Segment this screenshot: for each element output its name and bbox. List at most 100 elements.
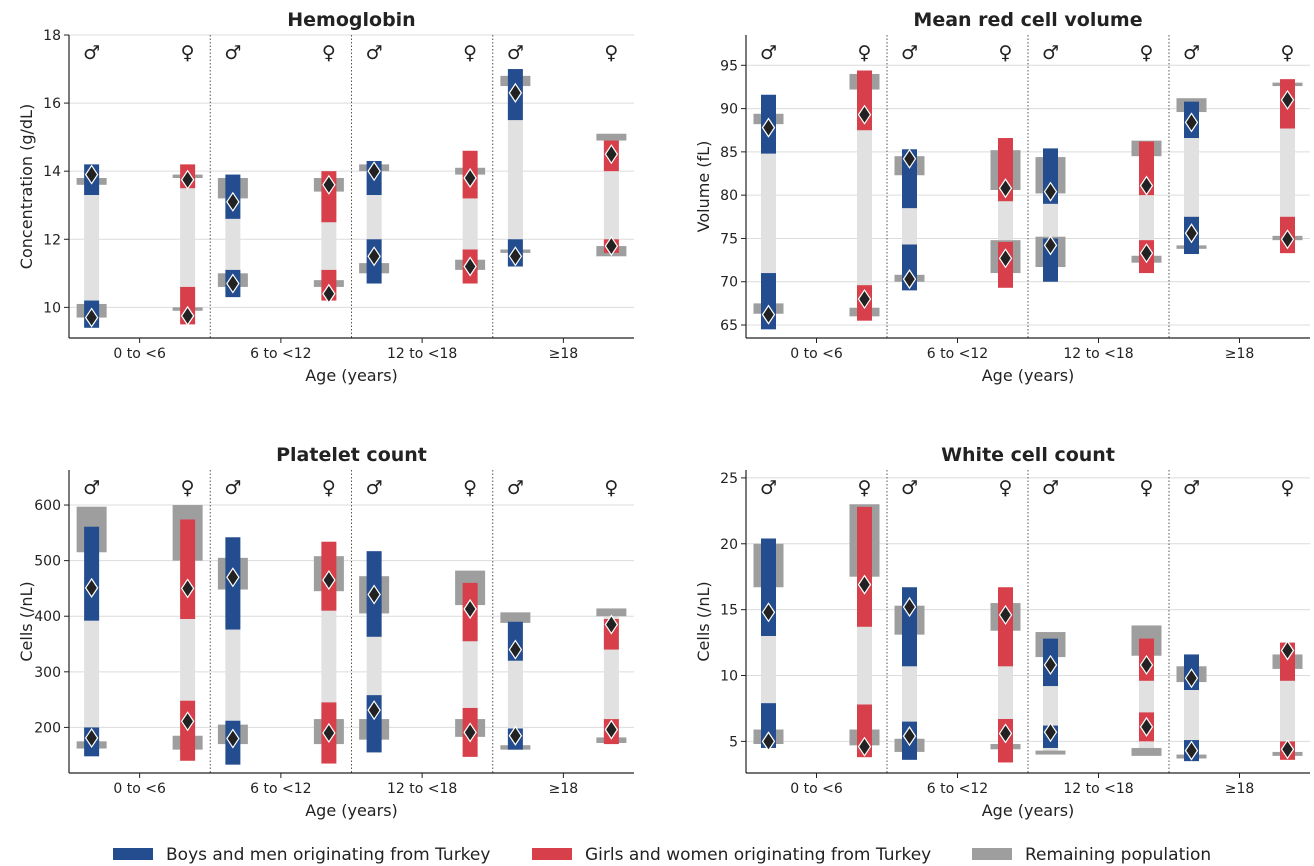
xtick-label-mean-red-cell-volume-3: ≥18 xyxy=(1225,346,1255,362)
sex-symbol-white-cell-count-1-1: ♀ xyxy=(999,477,1013,499)
xtick-label-white-cell-count-0: 0 to <6 xyxy=(790,781,843,797)
xtick-label-platelet-count-0: 0 to <6 xyxy=(113,781,166,797)
xtick-label-mean-red-cell-volume-1: 6 to <12 xyxy=(927,346,988,362)
xlabel-white-cell-count: Age (years) xyxy=(982,801,1075,820)
between-band-white-cell-count-3-0 xyxy=(1184,682,1199,755)
point-lower-platelet-count-2-1 xyxy=(463,722,477,743)
xtick-label-white-cell-count-1: 6 to <12 xyxy=(927,781,988,797)
point-upper-hemoglobin-2-1 xyxy=(463,167,477,189)
point-lower-white-cell-count-2-1 xyxy=(1139,716,1154,737)
ylabel-hemoglobin: Concentration (g/dL) xyxy=(17,104,36,269)
subgroup-range-upper-platelet-count-0-0 xyxy=(84,526,100,621)
point-upper-hemoglobin-1-0 xyxy=(226,191,240,212)
sex-symbol-platelet-count-0-0: ♂ xyxy=(83,477,100,499)
point-lower-hemoglobin-2-0 xyxy=(367,246,381,267)
between-band-mean-red-cell-volume-2-0 xyxy=(1043,193,1058,237)
point-upper-white-cell-count-1-1 xyxy=(998,604,1013,625)
xtick-label-mean-red-cell-volume-2: 12 to <18 xyxy=(1063,346,1133,362)
sex-symbol-platelet-count-0-1: ♀ xyxy=(181,477,195,499)
ytick-label-white-cell-count-0: 5 xyxy=(729,734,738,750)
ytick-label-mean-red-cell-volume-6: 95 xyxy=(720,58,738,74)
between-band-hemoglobin-3-0 xyxy=(507,86,523,250)
xlabel-mean-red-cell-volume: Age (years) xyxy=(982,366,1075,385)
legend-label-population: Remaining population xyxy=(1025,845,1211,865)
point-lower-mean-red-cell-volume-0-0 xyxy=(761,304,776,325)
point-lower-hemoglobin-1-0 xyxy=(226,273,240,294)
population-range-upper-platelet-count-3-1 xyxy=(596,608,627,617)
xtick-label-white-cell-count-2: 12 to <18 xyxy=(1063,781,1133,797)
xtick-label-white-cell-count-3: ≥18 xyxy=(1225,781,1255,797)
xtick-label-mean-red-cell-volume-0: 0 to <6 xyxy=(790,346,843,362)
point-upper-white-cell-count-0-1 xyxy=(857,574,872,595)
between-band-platelet-count-2-0 xyxy=(366,613,382,720)
point-lower-hemoglobin-0-0 xyxy=(84,307,99,328)
legend-item-boys: Boys and men originating from Turkey xyxy=(113,845,490,865)
sex-symbol-mean-red-cell-volume-1-0: ♂ xyxy=(901,42,918,64)
subgroup-range-upper-mean-red-cell-volume-1-0 xyxy=(902,149,917,209)
point-upper-hemoglobin-1-1 xyxy=(322,174,336,195)
title-mean-red-cell-volume: Mean red cell volume xyxy=(913,9,1142,31)
ytick-label-white-cell-count-3: 20 xyxy=(720,537,738,553)
point-lower-platelet-count-0-1 xyxy=(180,711,195,732)
point-lower-hemoglobin-1-1 xyxy=(322,283,336,304)
point-upper-hemoglobin-0-1 xyxy=(180,169,195,190)
point-lower-platelet-count-2-0 xyxy=(367,700,381,721)
ytick-label-hemoglobin-3: 16 xyxy=(43,96,61,112)
ytick-label-mean-red-cell-volume-4: 85 xyxy=(720,145,738,161)
point-upper-platelet-count-1-1 xyxy=(322,569,336,591)
subgroup-range-upper-white-cell-count-0-1 xyxy=(857,506,872,627)
sex-symbol-white-cell-count-3-1: ♀ xyxy=(1281,477,1295,499)
sex-symbol-platelet-count-2-0: ♂ xyxy=(366,477,383,499)
point-lower-mean-red-cell-volume-1-1 xyxy=(998,248,1013,269)
ylabel-mean-red-cell-volume: Volume (fL) xyxy=(694,141,713,233)
sex-symbol-hemoglobin-0-0: ♂ xyxy=(83,42,100,64)
legend-item-population: Remaining population xyxy=(972,845,1211,865)
point-upper-mean-red-cell-volume-2-0 xyxy=(1043,181,1058,202)
ytick-label-mean-red-cell-volume-5: 90 xyxy=(720,102,738,118)
sex-symbol-hemoglobin-3-0: ♂ xyxy=(507,42,524,64)
legend-label-girls: Girls and women originating from Turkey xyxy=(585,845,931,865)
ytick-label-platelet-count-0: 200 xyxy=(34,720,61,736)
legend-swatch-boys xyxy=(113,848,153,860)
legend: Boys and men originating from Turkey Gir… xyxy=(113,845,1211,865)
sex-symbol-hemoglobin-1-0: ♂ xyxy=(224,42,241,64)
xlabel-platelet-count: Age (years) xyxy=(305,801,398,820)
sex-symbol-mean-red-cell-volume-0-0: ♂ xyxy=(760,42,777,64)
point-upper-platelet-count-0-1 xyxy=(180,578,195,599)
sex-symbol-platelet-count-3-0: ♂ xyxy=(507,477,524,499)
point-upper-mean-red-cell-volume-3-1 xyxy=(1280,89,1295,111)
point-lower-white-cell-count-1-0 xyxy=(902,726,917,747)
xtick-label-hemoglobin-1: 6 to <12 xyxy=(250,346,311,362)
sex-symbol-white-cell-count-0-0: ♂ xyxy=(760,477,777,499)
ytick-label-hemoglobin-2: 14 xyxy=(43,164,61,180)
sex-symbol-mean-red-cell-volume-1-1: ♀ xyxy=(999,42,1013,64)
sex-symbol-white-cell-count-2-0: ♂ xyxy=(1042,477,1059,499)
point-upper-hemoglobin-2-0 xyxy=(367,161,381,182)
point-upper-platelet-count-2-0 xyxy=(367,584,381,605)
ytick-label-white-cell-count-1: 10 xyxy=(720,669,738,685)
population-range-upper-hemoglobin-3-1 xyxy=(596,133,627,141)
point-upper-platelet-count-3-0 xyxy=(508,639,523,660)
between-band-mean-red-cell-volume-3-0 xyxy=(1184,112,1199,246)
point-upper-white-cell-count-3-1 xyxy=(1280,640,1295,661)
ytick-label-mean-red-cell-volume-1: 70 xyxy=(720,275,738,291)
sex-symbol-platelet-count-2-1: ♀ xyxy=(463,477,477,499)
chart-hemoglobin: ♂ ♀ 0 to <6 ♂ ♀ 6 to <12 ♂ ♀ 12 to <18 ♂ ♀ ≥18 10 12 1… xyxy=(17,9,634,385)
xtick-label-platelet-count-3: ≥18 xyxy=(549,781,579,797)
sex-symbol-mean-red-cell-volume-2-1: ♀ xyxy=(1140,42,1154,64)
point-upper-platelet-count-3-1 xyxy=(604,614,619,635)
chart-platelet-count: ♂ ♀ 0 to <6 ♂ ♀ 6 to <12 ♂ ♀ 12 to <18 ♂ ♀ ≥18 200 30… xyxy=(17,444,634,820)
point-lower-platelet-count-1-1 xyxy=(322,722,336,744)
point-lower-mean-red-cell-volume-2-0 xyxy=(1043,235,1058,256)
title-white-cell-count: White cell count xyxy=(941,444,1115,466)
sex-symbol-platelet-count-3-1: ♀ xyxy=(604,477,618,499)
sex-symbol-mean-red-cell-volume-3-1: ♀ xyxy=(1281,42,1295,64)
point-lower-hemoglobin-3-1 xyxy=(604,235,619,257)
title-hemoglobin: Hemoglobin xyxy=(287,9,415,31)
point-lower-mean-red-cell-volume-1-0 xyxy=(902,269,917,290)
point-lower-mean-red-cell-volume-3-0 xyxy=(1184,223,1199,244)
xtick-label-hemoglobin-3: ≥18 xyxy=(549,346,579,362)
point-upper-platelet-count-2-1 xyxy=(463,598,477,620)
ytick-label-hemoglobin-4: 18 xyxy=(43,28,61,44)
